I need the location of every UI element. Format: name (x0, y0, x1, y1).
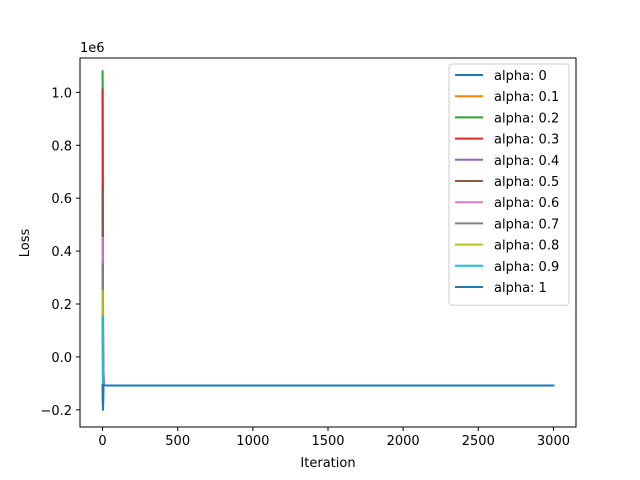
legend-label-2: alpha: 0.2 (494, 111, 559, 126)
y-tick-label: 0.2 (51, 298, 72, 313)
y-axis-label: Loss (18, 229, 33, 258)
x-tick-label: 2500 (462, 434, 495, 449)
x-tick-label: 3000 (537, 434, 570, 449)
y-tick-label: 0.4 (51, 245, 72, 260)
x-tick-label: 1000 (236, 434, 269, 449)
legend-label-3: alpha: 0.3 (494, 133, 559, 148)
legend-label-5: alpha: 0.5 (494, 175, 559, 190)
y-axis: −0.2 0.0 0.2 0.4 0.6 0.8 1.0 (40, 86, 80, 419)
legend-label-1: alpha: 0.1 (494, 90, 559, 105)
legend-label-10: alpha: 1 (494, 281, 547, 296)
series-line-10 (101, 383, 555, 411)
x-tick-label: 1500 (311, 434, 344, 449)
x-tick-label: 0 (98, 434, 106, 449)
legend-label-7: alpha: 0.7 (494, 217, 559, 232)
x-tick-label: 2000 (387, 434, 420, 449)
y-tick-label: 0.0 (51, 351, 72, 366)
series-layer (101, 70, 555, 411)
y-tick-label: −0.2 (40, 404, 72, 419)
legend-label-6: alpha: 0.6 (494, 196, 559, 211)
y-tick-label: 1.0 (51, 86, 72, 101)
legend-label-0: alpha: 0 (494, 69, 547, 84)
legend: alpha: 0 alpha: 0.1 alpha: 0.2 alpha: 0.3 al… (448, 63, 570, 306)
x-axis-label: Iteration (300, 456, 355, 471)
y-tick-label: 0.8 (51, 139, 72, 154)
legend-label-9: alpha: 0.9 (494, 260, 559, 275)
x-tick-label: 500 (165, 434, 190, 449)
x-axis: 0 500 1000 1500 2000 2500 3000 (98, 427, 570, 449)
legend-label-8: alpha: 0.8 (494, 239, 559, 254)
y-tick-label: 0.6 (51, 192, 72, 207)
y-offset-label: 1e6 (80, 41, 105, 56)
legend-label-4: alpha: 0.4 (494, 154, 559, 169)
